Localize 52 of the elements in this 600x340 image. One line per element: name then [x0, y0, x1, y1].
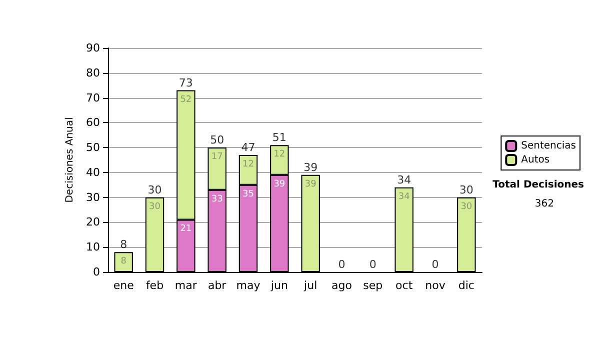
data-label: 12 [242, 160, 254, 170]
total-label: 50 [210, 134, 224, 147]
total-label: 30 [148, 183, 162, 196]
total-label: 0 [338, 258, 346, 271]
x-tick-label: oct [396, 279, 414, 292]
y-tick-label: 10 [86, 240, 100, 254]
data-label: 30 [149, 202, 161, 212]
x-tick-label: nov [425, 279, 446, 292]
data-label: 30 [460, 202, 472, 212]
data-label: 34 [398, 192, 410, 202]
data-label: 39 [304, 179, 317, 190]
data-label: 52 [180, 94, 192, 105]
y-tick-label: 40 [86, 166, 100, 179]
data-label: 21 [180, 224, 192, 234]
x-tick-label: jun [270, 279, 288, 292]
y-axis-title: Decisiones Anual [64, 117, 76, 203]
x-tick-label: feb [146, 279, 164, 292]
total-label: 39 [304, 160, 318, 174]
x-tick-label: sep [363, 279, 383, 292]
y-tick-label: 80 [86, 66, 100, 80]
data-label: 35 [242, 189, 254, 200]
data-label: 33 [211, 194, 223, 204]
y-tick-label: 20 [86, 216, 100, 229]
y-tick-label: 50 [86, 141, 100, 154]
x-tick-label: dic [458, 279, 474, 292]
total-label: 47 [241, 141, 256, 154]
total-label: 8 [120, 238, 128, 252]
legend-label: Autos [521, 154, 550, 166]
x-tick-label: abr [208, 279, 227, 292]
x-tick-label: jul [303, 279, 318, 292]
x-tick-label: may [236, 279, 261, 292]
total-label: 73 [178, 76, 193, 90]
y-tick-label: 60 [86, 116, 100, 130]
x-tick-label: ene [113, 279, 134, 292]
text: Total Decisiones [492, 180, 584, 190]
y-tick-label: 70 [86, 91, 100, 104]
data-label: 8 [120, 256, 127, 267]
data-label: 12 [274, 150, 286, 160]
data-label: 17 [211, 152, 223, 162]
x-tick-label: ago [332, 279, 352, 292]
y-tick-label: 0 [93, 266, 100, 278]
total-label: 51 [272, 131, 286, 144]
legend-label: Sentencias [521, 140, 576, 152]
total-label: 34 [397, 173, 412, 186]
text: 362 [534, 198, 554, 210]
y-tick-label: 30 [86, 190, 100, 204]
total-label: 0 [432, 258, 439, 271]
x-tick-label: mar [174, 279, 198, 292]
data-label: 39 [274, 179, 286, 190]
total-label: 0 [369, 258, 376, 271]
y-tick-label: 90 [86, 42, 100, 54]
total-label: 30 [459, 183, 474, 196]
